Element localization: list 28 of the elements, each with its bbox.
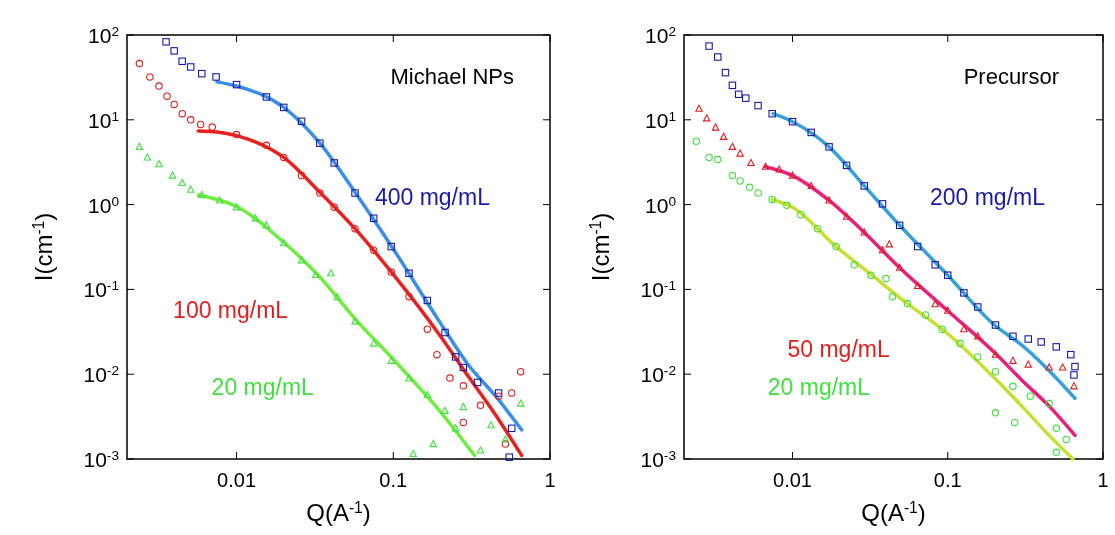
text: 20 mg/mL: [211, 374, 315, 401]
text: 20 mg/mL: [767, 374, 871, 401]
x-tick-label: 1: [1097, 469, 1109, 491]
y-tick-label: 10$^{2}$: [645, 23, 676, 47]
series-label: 200 mg/mL: [929, 183, 1046, 210]
x-tick-label: 1: [544, 469, 556, 491]
y-tick-label: 10$^{-1}$: [83, 277, 119, 302]
x-axis-title: Q(A$^{-1}$): [861, 498, 926, 526]
y-tick-label: 10$^{-3}$: [83, 447, 119, 471]
x-tick-label: 0.01: [217, 469, 257, 491]
y-tick-label: 10$^{2}$: [88, 23, 119, 47]
y-tick-label: 10$^{-1}$: [640, 277, 676, 302]
text: 50 mg/mL: [787, 336, 890, 363]
y-tick-label: 10$^{1}$: [645, 108, 676, 132]
x-tick-label: 0.01: [773, 469, 812, 491]
y-tick-label: 10$^{-3}$: [640, 447, 676, 471]
series-label: 400 mg/mL: [374, 183, 491, 210]
y-tick-label: 10$^{-2}$: [640, 362, 676, 387]
x-axis-title: Q(A$^{-1}$): [306, 498, 371, 526]
x-tick-label: 0.1: [379, 469, 408, 491]
y-tick-label: 10$^{0}$: [88, 193, 120, 217]
annotation: Michael NPs: [390, 64, 514, 89]
annotation: Precursor: [963, 64, 1059, 89]
x-tick-label: 0.1: [933, 469, 962, 491]
y-tick-label: 10$^{-2}$: [83, 362, 119, 387]
text: 100 mg/mL: [173, 296, 289, 323]
y-tick-label: 10$^{0}$: [645, 193, 677, 217]
y-tick-label: 10$^{1}$: [88, 108, 119, 132]
